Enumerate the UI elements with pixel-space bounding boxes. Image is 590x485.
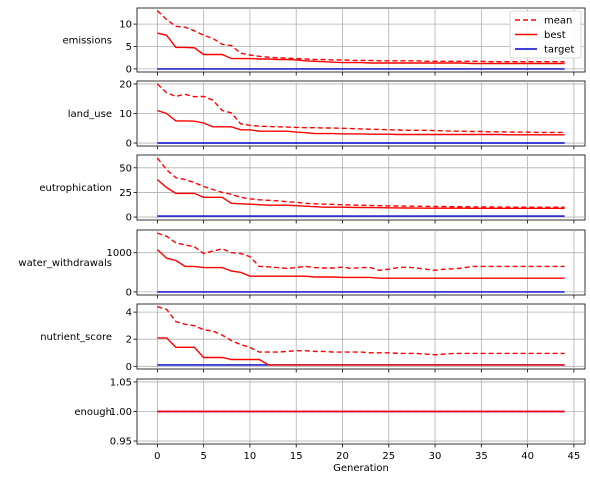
series-line-mean-nutrient_score	[157, 306, 565, 356]
x-tick-label: 30	[429, 451, 442, 462]
panel-ylabel: emissions	[62, 36, 112, 47]
series-line-mean-land_use	[156, 83, 565, 134]
y-tick-label: 25	[119, 188, 132, 199]
x-tick-label: 40	[521, 451, 534, 462]
series-line-best-land_use	[157, 109, 565, 136]
panel-ylabel: eutrophication	[39, 183, 112, 194]
y-tick-label: 4	[126, 308, 132, 319]
y-tick-label: 0	[126, 362, 132, 373]
x-tick-label: 0	[154, 451, 160, 462]
panel-ylabel: land_use	[68, 109, 112, 120]
panel-frame-eutrophication	[136, 154, 586, 221]
series-line-best-eutrophication	[156, 179, 565, 210]
x-tick-label: 15	[290, 451, 303, 462]
series-line-best-emissions	[157, 32, 565, 65]
y-tick-label: 0	[126, 139, 132, 150]
series-line-mean-emissions	[156, 10, 565, 63]
panel-frame-nutrient_score	[136, 303, 586, 370]
series-line-mean-water_withdrawals	[157, 232, 565, 272]
x-tick-label: 35	[475, 451, 488, 462]
y-tick-label: 0	[126, 64, 132, 75]
x-tick-label: 5	[200, 451, 206, 462]
x-tick-label: 45	[568, 451, 581, 462]
y-tick-label: 0	[126, 213, 132, 224]
panel-ylabel: nutrient_score	[40, 332, 112, 343]
y-tick-label: 1000	[107, 248, 132, 259]
y-tick-label: 10	[119, 20, 132, 31]
y-tick-label: 10	[119, 109, 132, 120]
y-tick-label: 50	[119, 163, 132, 174]
legend-label: best	[544, 30, 566, 41]
panel-ylabel: water_withdrawals	[18, 258, 112, 269]
panel-frame-water_withdrawals	[136, 229, 586, 296]
legend-box	[509, 10, 582, 59]
y-tick-label: 2	[126, 335, 132, 346]
x-tick-label: 25	[382, 451, 395, 462]
y-tick-label: 0.95	[110, 437, 132, 448]
series-line-best-nutrient_score	[157, 337, 565, 366]
y-tick-label: 20	[119, 79, 132, 90]
y-tick-label: 1.05	[110, 377, 132, 388]
y-tick-label: 1.00	[110, 407, 132, 418]
x-axis-label: Generation	[333, 463, 389, 474]
y-tick-label: 5	[126, 42, 132, 53]
panel-ylabel: enough	[74, 407, 112, 418]
legend-label: target	[544, 45, 574, 56]
x-tick-label: 20	[336, 451, 349, 462]
legend-label: mean	[544, 16, 572, 27]
x-tick-label: 10	[244, 451, 257, 462]
series-line-best-water_withdrawals	[156, 249, 565, 279]
y-tick-label: 0	[126, 287, 132, 298]
